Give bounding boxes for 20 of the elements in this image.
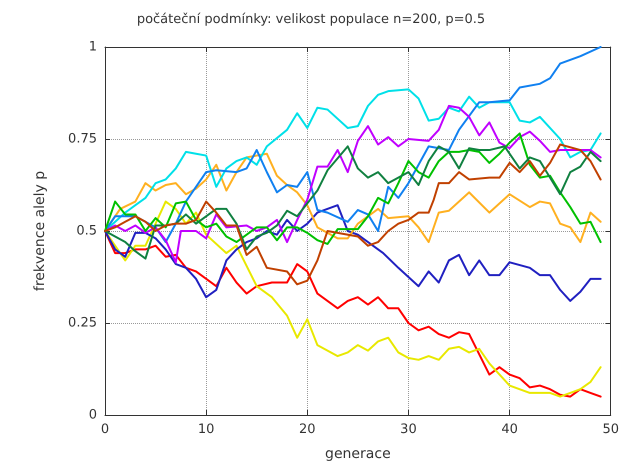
line-series xyxy=(104,104,602,264)
line-series xyxy=(104,132,602,245)
line-series xyxy=(104,46,602,244)
x-axis-title: generace xyxy=(325,446,391,462)
y-tick-label: 0.25 xyxy=(68,316,97,330)
x-tick-label: 50 xyxy=(602,422,619,437)
x-tick-label: 20 xyxy=(299,422,316,437)
y-tick-label: 0.75 xyxy=(68,132,97,146)
y-axis-title: frekvence alely p xyxy=(32,170,48,292)
chart-title: počáteční podmínky: velikost populace n=200, p=0.5 xyxy=(136,12,486,27)
y-tick-label: 0 xyxy=(88,408,97,422)
y-tick-label: 1 xyxy=(88,40,97,54)
y-tick-label: 0.5 xyxy=(76,224,97,238)
x-tick-label: 40 xyxy=(501,422,518,437)
line-series xyxy=(104,145,602,260)
x-tick-label: 30 xyxy=(400,422,417,437)
x-tick-label: 0 xyxy=(100,422,110,437)
line-series xyxy=(104,204,602,302)
x-tick-label: 10 xyxy=(198,422,214,437)
line-series xyxy=(104,144,602,286)
